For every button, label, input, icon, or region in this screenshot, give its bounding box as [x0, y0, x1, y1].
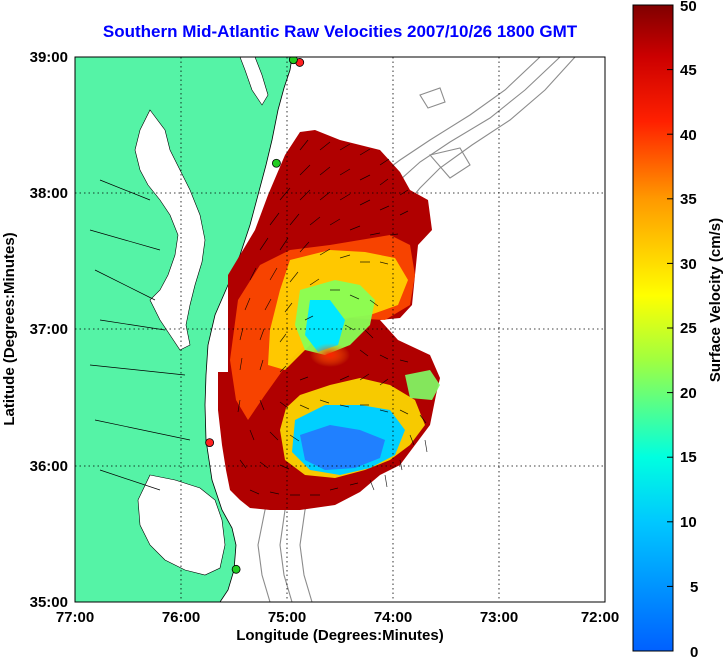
colorbar-tick-label: 35 [680, 191, 697, 208]
station-markers [205, 57, 305, 574]
station-marker [271, 158, 281, 168]
colorbar-tick-label: 30 [680, 256, 697, 273]
chesapeake-bay [134, 109, 206, 351]
rivers [89, 179, 191, 491]
colorbar-tick-label: 25 [680, 320, 697, 337]
x-axis-label: Longitude (Degrees:Minutes) [236, 627, 444, 644]
colorbar-label: Surface Velocity (cm/s) [707, 218, 724, 382]
colorbar-ticks [667, 4, 673, 652]
y-tick-label: 38:00 [30, 185, 68, 202]
station-marker [288, 57, 298, 65]
pamlico-sound [137, 474, 226, 576]
x-tick-label: 76:00 [162, 609, 200, 626]
grid [75, 57, 605, 602]
colorbar-tick-label: 20 [680, 385, 697, 402]
y-tick-labels: 39:00 38:00 37:00 36:00 35:00 [30, 49, 68, 611]
x-tick-label: 74:00 [374, 609, 412, 626]
x-tick-label: 72:00 [581, 609, 619, 626]
x-tick-label: 77:00 [56, 609, 94, 626]
x-tick-label: 75:00 [268, 609, 306, 626]
y-axis-label: Latitude (Degrees:Minutes) [1, 232, 18, 425]
y-tick-label: 36:00 [30, 458, 68, 475]
colorbar-tick-label: 15 [680, 449, 697, 466]
colorbar-tick-label: 10 [680, 514, 697, 531]
y-tick-label: 39:00 [30, 49, 68, 66]
velocity-field [218, 130, 440, 510]
colorbar-tick-label: 45 [680, 62, 697, 79]
y-tick-label: 35:00 [30, 594, 68, 611]
x-tick-labels: 77:00 76:00 75:00 74:00 73:00 72:00 [56, 609, 619, 626]
delaware-bay [239, 57, 269, 106]
station-marker [205, 438, 215, 447]
x-tick-label: 73:00 [480, 609, 518, 626]
station-marker [231, 564, 241, 574]
colorbar-tick-label: 5 [690, 579, 698, 596]
colorbar-tick-label: 50 [680, 0, 697, 15]
colorbar [632, 4, 674, 652]
colorbar-tick-label: 0 [690, 644, 698, 659]
y-tick-label: 37:00 [30, 321, 68, 338]
plot-frame [74, 56, 606, 603]
colorbar-tick-labels: 50 45 40 35 30 25 20 15 10 5 0 [680, 0, 698, 659]
map-title: Southern Mid-Atlantic Raw Velocities 200… [102, 22, 578, 41]
colorbar-tick-label: 40 [680, 127, 697, 144]
